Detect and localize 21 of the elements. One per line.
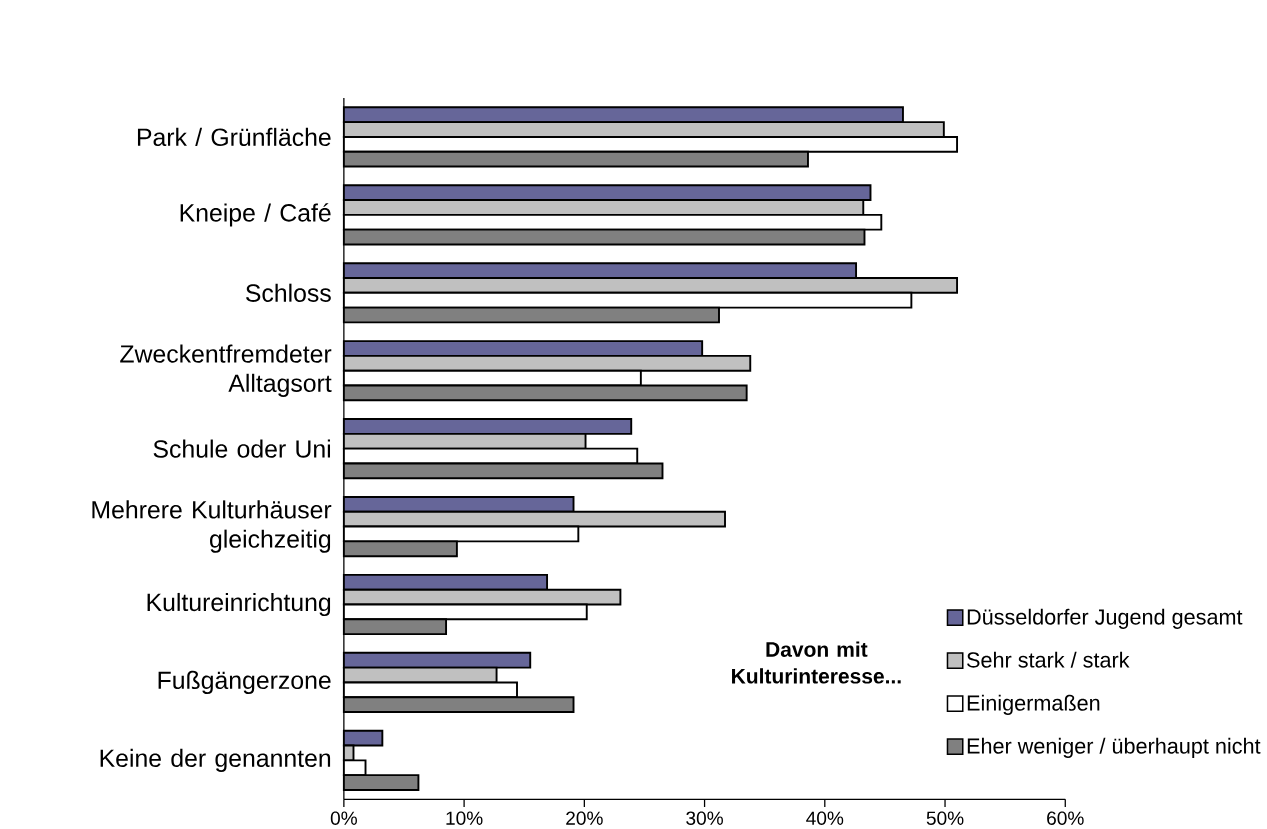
y-tick-label: Schloss	[245, 283, 331, 302]
y-tick-label: Kultureinrichtung	[147, 592, 331, 616]
legend-title: Davon mit Kulturinteresse...	[732, 641, 901, 684]
y-tick-label: Park / Grünfläche	[137, 127, 331, 146]
y-tick-label: Keine der genannten	[100, 748, 331, 772]
y-tick-label: Fußgängerzone	[158, 670, 331, 694]
x-tick-label: 60%	[1047, 811, 1084, 825]
legend-label: Düsseldorfer Jugend gesamt	[967, 608, 1243, 629]
legend-label: Eher weniger / überhaupt nicht	[967, 737, 1261, 758]
legend-label: Sehr stark / stark	[967, 651, 1130, 668]
y-tick-label: Schule oder Uni	[153, 439, 331, 458]
legend-label: Einigermaßen	[967, 694, 1100, 715]
x-tick-label: 10%	[446, 811, 483, 825]
x-tick-label: 40%	[806, 811, 844, 825]
x-tick-label: 30%	[686, 811, 723, 825]
y-tick-label: Zweckentfremdeter Alltagsort	[120, 344, 332, 397]
x-tick-label: 20%	[566, 811, 603, 825]
y-tick-label: Kneipe / Café	[180, 203, 331, 227]
y-tick-label: Mehrere Kulturhäuser gleichzeitig	[92, 500, 332, 553]
x-tick-label: 0%	[330, 811, 357, 825]
x-tick-label: 50%	[926, 811, 964, 825]
